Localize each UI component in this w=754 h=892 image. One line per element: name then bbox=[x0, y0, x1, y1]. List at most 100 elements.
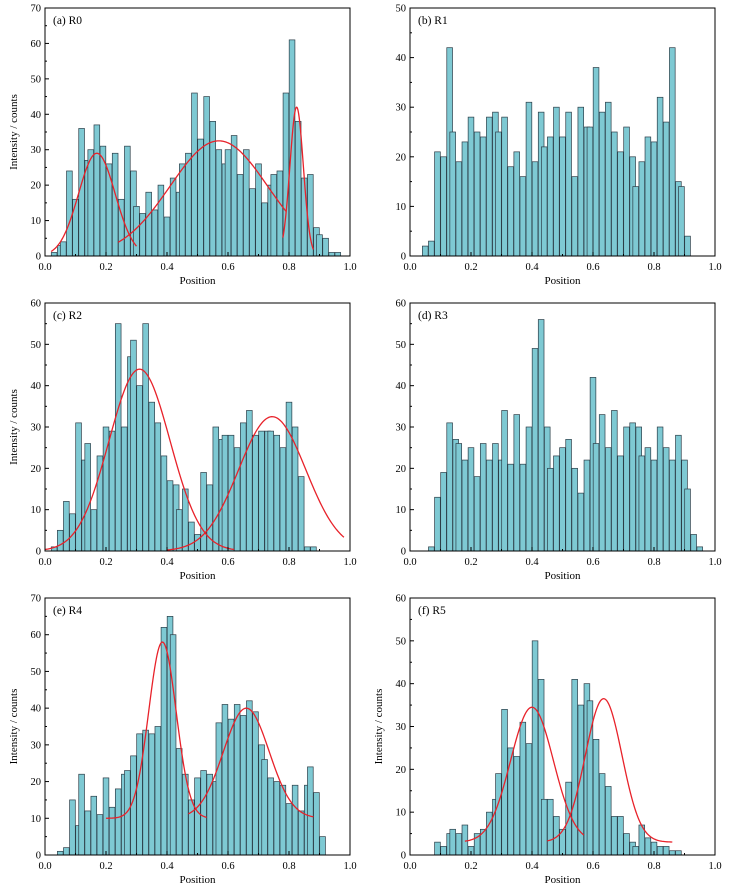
histogram-bar bbox=[495, 131, 502, 257]
histogram-bar bbox=[60, 241, 67, 257]
histogram-bar bbox=[258, 430, 265, 552]
y-tick-label: 70 bbox=[31, 594, 42, 605]
histogram-bar bbox=[650, 459, 658, 552]
histogram-bar bbox=[154, 726, 162, 856]
panel-2: 0.0 0.2 0.4 0.6 0.8 1.0 0 10 20 30 40 50 60 (c) R2 Pos… bbox=[8, 299, 357, 583]
histogram-bar bbox=[519, 463, 527, 552]
x-tick-label: 0.8 bbox=[647, 262, 660, 273]
histogram-bar bbox=[611, 410, 618, 552]
histogram-bar bbox=[656, 426, 664, 552]
histogram-bar bbox=[598, 414, 606, 552]
histogram-bar bbox=[224, 149, 232, 257]
histogram-bar bbox=[525, 743, 533, 856]
histogram-bar bbox=[63, 847, 70, 856]
histogram-bar bbox=[84, 443, 91, 552]
panel-4: 0.0 0.2 0.4 0.6 0.8 1.0 0 10 20 30 40 50 60 70 (e) R4 P… bbox=[8, 594, 357, 887]
panel-title: (e) R4 bbox=[53, 605, 82, 617]
histogram-bar bbox=[675, 434, 682, 552]
x-tick-label: 1.0 bbox=[708, 262, 721, 273]
y-tick-label: 0 bbox=[36, 851, 41, 862]
histogram-bar bbox=[279, 784, 287, 856]
x-axis-label: Position bbox=[179, 874, 216, 886]
fit-curve-1 bbox=[117, 140, 287, 243]
y-tick-label: 0 bbox=[36, 252, 41, 263]
panel-title: (d) R3 bbox=[418, 310, 448, 322]
histogram-bar bbox=[233, 704, 241, 856]
x-tick-label: 0.2 bbox=[464, 861, 477, 872]
histogram-bar bbox=[96, 455, 104, 552]
histogram-bar bbox=[434, 841, 441, 856]
histogram-bar bbox=[638, 455, 646, 552]
histogram-bar bbox=[446, 422, 453, 552]
y-axis-label: Intensity / counts bbox=[373, 689, 385, 765]
histogram-bar bbox=[75, 422, 82, 552]
histogram-bar bbox=[185, 152, 192, 257]
histogram-bar bbox=[492, 443, 499, 552]
histogram-bar bbox=[96, 814, 104, 856]
histogram-bar bbox=[422, 245, 429, 257]
histogram-bar bbox=[273, 781, 281, 856]
histogram-bar bbox=[632, 846, 639, 856]
histogram-bar bbox=[175, 748, 183, 856]
x-tick-label: 1.0 bbox=[343, 262, 356, 273]
bars bbox=[428, 319, 703, 552]
histogram-bar bbox=[440, 472, 447, 552]
y-tick-label: 10 bbox=[396, 808, 407, 819]
histogram-bar bbox=[294, 121, 302, 257]
x-tick-label: 0.8 bbox=[282, 557, 295, 568]
x-tick-label: 0.2 bbox=[99, 262, 112, 273]
x-tick-label: 0.6 bbox=[221, 861, 234, 872]
fit-curve-1 bbox=[188, 707, 314, 818]
histogram-bar bbox=[440, 156, 447, 257]
panel-5: 0.0 0.2 0.4 0.6 0.8 1.0 0 10 20 30 40 50 60 (f) R5 Pos… bbox=[373, 594, 722, 887]
x-tick-label: 0.0 bbox=[403, 861, 416, 872]
y-tick-label: 10 bbox=[31, 814, 42, 825]
y-tick-label: 40 bbox=[396, 679, 407, 690]
histogram-bar bbox=[461, 824, 469, 856]
histogram-bar bbox=[592, 738, 600, 856]
histogram-bar bbox=[114, 323, 122, 552]
y-tick-label: 50 bbox=[31, 667, 42, 678]
histogram-bar bbox=[428, 546, 435, 552]
histogram-bar bbox=[114, 788, 122, 856]
histogram-bar bbox=[72, 198, 79, 257]
histogram-bar bbox=[108, 806, 116, 856]
histogram-bar bbox=[623, 126, 630, 257]
y-axis-label: Intensity / counts bbox=[8, 689, 20, 765]
histogram-bar bbox=[316, 234, 323, 257]
histogram-bar bbox=[455, 443, 463, 552]
y-tick-label: 40 bbox=[396, 53, 407, 64]
histogram-bar bbox=[598, 111, 606, 257]
histogram-bar bbox=[605, 101, 612, 257]
y-tick-label: 30 bbox=[31, 423, 42, 434]
histogram-bar bbox=[102, 777, 110, 856]
histogram-bar bbox=[261, 202, 268, 257]
y-tick-label: 40 bbox=[31, 704, 42, 715]
histogram-bar bbox=[519, 176, 527, 257]
histogram-bar bbox=[111, 152, 119, 257]
x-tick-label: 0.2 bbox=[99, 557, 112, 568]
histogram-bar bbox=[473, 131, 481, 257]
histogram-bar bbox=[175, 509, 183, 552]
histogram-bar bbox=[455, 833, 463, 856]
x-axis-label: Position bbox=[179, 275, 216, 287]
histogram-bar bbox=[434, 496, 441, 552]
histogram-bar bbox=[249, 188, 256, 257]
histogram-bar bbox=[525, 426, 533, 552]
y-tick-label: 0 bbox=[36, 547, 41, 558]
histogram-bar bbox=[267, 777, 274, 856]
y-tick-label: 20 bbox=[31, 777, 42, 788]
histogram-bar bbox=[240, 715, 247, 856]
histogram-bar bbox=[297, 810, 305, 856]
x-tick-label: 0.2 bbox=[464, 262, 477, 273]
histogram-bar bbox=[428, 240, 435, 257]
histogram-bar bbox=[57, 529, 64, 552]
histogram-bar bbox=[301, 177, 308, 257]
x-tick-label: 0.4 bbox=[160, 262, 174, 273]
histogram-bar bbox=[547, 467, 554, 552]
x-tick-label: 0.6 bbox=[586, 557, 599, 568]
histogram-bar bbox=[285, 401, 293, 552]
x-tick-label: 0.4 bbox=[525, 557, 539, 568]
y-tick-label: 20 bbox=[31, 464, 42, 475]
plot-frame bbox=[409, 597, 716, 856]
